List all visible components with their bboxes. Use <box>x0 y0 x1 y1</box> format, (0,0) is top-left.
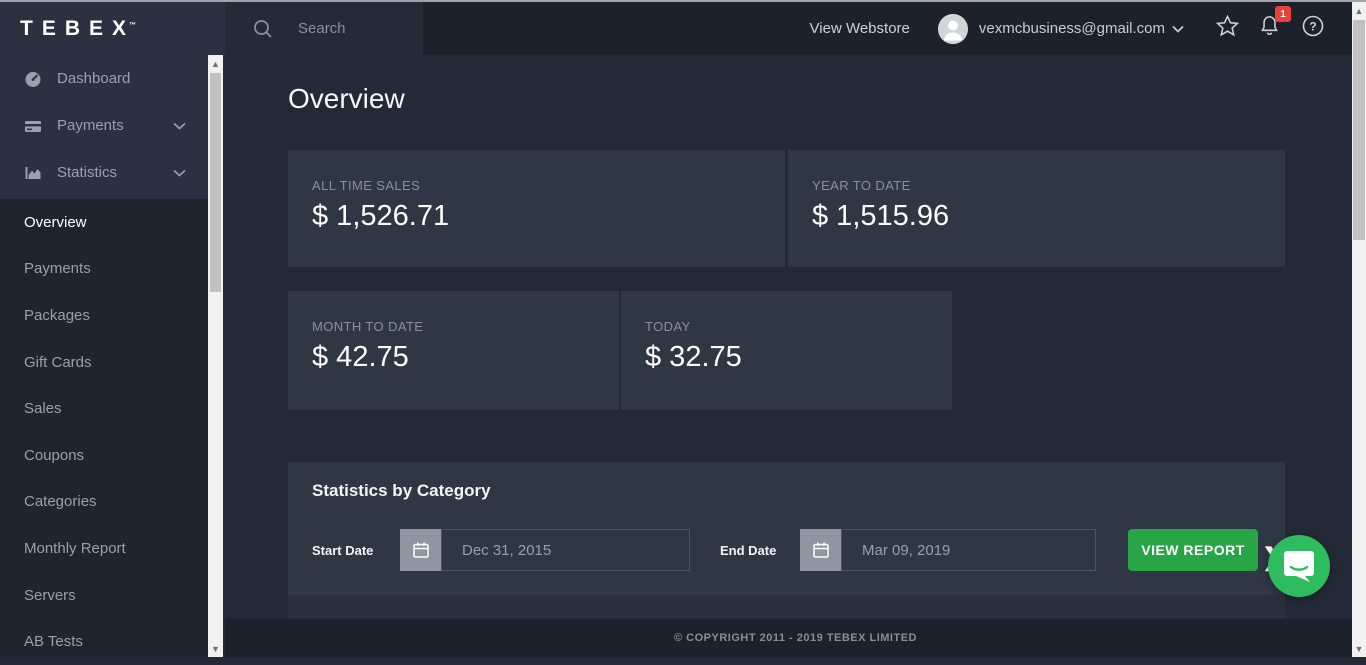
panel-bottom-strip <box>288 595 1285 618</box>
topbar: View Webstore vexmcbusiness@gmail.com 1 <box>225 2 1366 55</box>
sidebar-item-label: Statistics <box>57 164 118 181</box>
chevron-down-icon <box>173 122 186 130</box>
sidebar-item-payments[interactable]: Payments <box>0 102 208 149</box>
gauge-icon <box>24 70 42 88</box>
sidebar-item-label: Dashboard <box>57 70 131 87</box>
account-email[interactable]: vexmcbusiness@gmail.com <box>978 20 1165 37</box>
sidebar-item-dashboard[interactable]: Dashboard <box>0 55 208 102</box>
view-webstore-link[interactable]: View Webstore <box>809 20 910 37</box>
statistics-submenu: Overview Payments Packages Gift Cards Sa… <box>0 199 208 657</box>
search-icon <box>254 19 272 38</box>
tebex-logo[interactable]: TEBEX™ <box>20 17 136 41</box>
logo-text: TEBEX <box>20 16 136 40</box>
submenu-item-servers[interactable]: Servers <box>24 586 76 604</box>
submenu-item-coupons[interactable]: Coupons <box>24 446 85 464</box>
submenu-item-overview[interactable]: Overview <box>24 213 87 231</box>
chat-bubble-icon <box>1284 551 1314 582</box>
stat-card-all-time-sales: ALL TIME SALES $ 1,526.71 <box>288 150 785 267</box>
search-input[interactable] <box>298 20 418 37</box>
notification-badge: 1 <box>1275 6 1291 22</box>
stat-card-year-to-date: YEAR TO DATE $ 1,515.96 <box>788 150 1285 267</box>
logo-trademark: ™ <box>129 21 137 29</box>
sidebar-scrollbar[interactable]: ▲ ▼ <box>208 55 223 657</box>
submenu-item-sales[interactable]: Sales <box>24 400 62 418</box>
panel-title: Statistics by Category <box>312 481 491 500</box>
bell-icon <box>1261 16 1278 35</box>
stat-value: $ 1,515.96 <box>812 200 950 232</box>
page-title: Overview <box>288 83 405 114</box>
stat-label: TODAY <box>645 319 691 334</box>
sidebar-scrollbar-thumb[interactable] <box>210 73 221 292</box>
stat-card-today: TODAY $ 32.75 <box>621 291 952 410</box>
notifications-button[interactable]: 1 <box>1258 6 1291 43</box>
footer: © COPYRIGHT 2011 - 2019 TEBEX LIMITED <box>225 619 1366 657</box>
stat-value: $ 32.75 <box>645 341 742 373</box>
chevron-down-icon[interactable] <box>1172 25 1184 33</box>
submenu-item-monthly-report[interactable]: Monthly Report <box>24 539 126 557</box>
topbar-right-cluster: View Webstore vexmcbusiness@gmail.com 1 <box>809 6 1366 44</box>
chat-launcher-button[interactable] <box>1268 535 1330 597</box>
sidebar-item-label: Payments <box>57 117 124 134</box>
submenu-item-ab-tests[interactable]: AB Tests <box>24 633 83 651</box>
avatar[interactable] <box>937 13 968 44</box>
favorites-button[interactable] <box>1215 14 1240 42</box>
page-scrollbar-thumb[interactable] <box>1353 20 1365 240</box>
chart-icon <box>24 164 42 182</box>
submenu-item-packages[interactable]: Packages <box>24 306 90 324</box>
credit-card-icon <box>24 117 42 135</box>
stat-card-month-to-date: MONTH TO DATE $ 42.75 <box>288 291 619 410</box>
stat-label: MONTH TO DATE <box>312 319 424 334</box>
search-box[interactable] <box>225 2 423 55</box>
copyright-text: © COPYRIGHT 2011 - 2019 TEBEX LIMITED <box>673 632 917 644</box>
sidebar-item-statistics[interactable]: Statistics <box>0 149 208 196</box>
submenu-item-payments[interactable]: Payments <box>24 260 91 278</box>
svg-text:?: ? <box>1309 20 1316 34</box>
view-report-button[interactable]: VIEW REPORT <box>1128 529 1258 571</box>
stat-value: $ 1,526.71 <box>312 200 450 232</box>
scroll-down-arrow-icon[interactable]: ▼ <box>1354 643 1364 654</box>
start-date-label: Start Date <box>312 542 374 558</box>
help-button[interactable]: ? <box>1302 15 1324 42</box>
scroll-up-arrow-icon[interactable]: ▲ <box>1354 5 1364 16</box>
help-icon: ? <box>1302 15 1324 37</box>
logo-header: TEBEX™ <box>0 2 225 55</box>
calendar-icon <box>812 542 829 558</box>
scroll-down-arrow-icon[interactable]: ▼ <box>211 643 220 654</box>
stat-label: ALL TIME SALES <box>312 178 421 193</box>
window-top-edge <box>0 0 1366 2</box>
star-icon <box>1215 14 1240 37</box>
statistics-by-category-panel: Statistics by Category Start Date End Da… <box>288 462 1285 618</box>
chevron-down-icon <box>173 169 186 177</box>
start-date-calendar-button[interactable] <box>400 529 441 571</box>
scroll-up-arrow-icon[interactable]: ▲ <box>211 58 220 69</box>
calendar-icon <box>412 542 429 558</box>
start-date-input[interactable] <box>441 529 690 571</box>
end-date-input[interactable] <box>841 529 1096 571</box>
stat-label: YEAR TO DATE <box>812 178 911 193</box>
main-content: Overview ALL TIME SALES $ 1,526.71 YEAR … <box>225 55 1352 619</box>
stat-value: $ 42.75 <box>312 341 409 373</box>
sidebar: Dashboard Payments Statistics Overview <box>0 55 208 657</box>
submenu-item-gift-cards[interactable]: Gift Cards <box>24 353 92 371</box>
person-icon <box>937 13 968 44</box>
end-date-calendar-button[interactable] <box>800 529 841 571</box>
end-date-label: End Date <box>720 542 777 558</box>
submenu-item-categories[interactable]: Categories <box>24 493 97 511</box>
page-scrollbar[interactable]: ▲ ▼ <box>1352 2 1366 657</box>
